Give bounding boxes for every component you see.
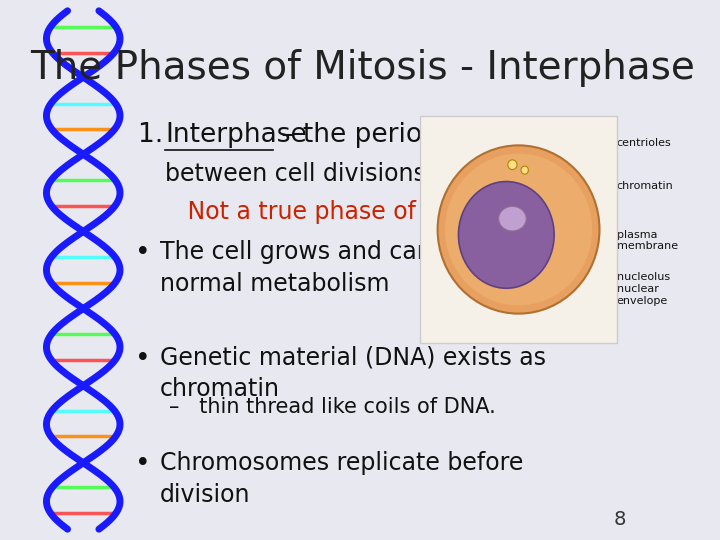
Text: – the period: – the period xyxy=(273,122,438,147)
Text: nucleolus
nuclear
envelope: nucleolus nuclear envelope xyxy=(558,272,670,306)
Text: Genetic material (DNA) exists as
chromatin: Genetic material (DNA) exists as chromat… xyxy=(160,346,546,401)
Text: 1.: 1. xyxy=(138,122,181,147)
Text: –   thin thread like coils of DNA.: – thin thread like coils of DNA. xyxy=(169,397,496,417)
Text: The cell grows and carries on
normal metabolism: The cell grows and carries on normal met… xyxy=(160,240,506,296)
Ellipse shape xyxy=(459,181,554,288)
Text: between cell divisions: between cell divisions xyxy=(166,162,426,186)
Ellipse shape xyxy=(445,153,592,306)
FancyBboxPatch shape xyxy=(420,116,616,343)
Ellipse shape xyxy=(499,206,526,231)
Text: •: • xyxy=(135,451,151,477)
Text: plasma
membrane: plasma membrane xyxy=(582,230,678,251)
Text: •: • xyxy=(135,346,151,372)
Text: •: • xyxy=(135,240,151,266)
Text: chromatin: chromatin xyxy=(558,181,673,202)
Text: Not a true phase of mitosis: Not a true phase of mitosis xyxy=(166,200,508,224)
Text: Chromosomes replicate before
division: Chromosomes replicate before division xyxy=(160,451,523,507)
Text: centrioles: centrioles xyxy=(521,138,672,159)
Ellipse shape xyxy=(508,160,517,170)
Text: Interphase: Interphase xyxy=(166,122,307,147)
Ellipse shape xyxy=(438,145,600,314)
Ellipse shape xyxy=(521,166,528,174)
Text: The Phases of Mitosis - Interphase: The Phases of Mitosis - Interphase xyxy=(30,49,695,86)
Text: 8: 8 xyxy=(613,510,626,529)
